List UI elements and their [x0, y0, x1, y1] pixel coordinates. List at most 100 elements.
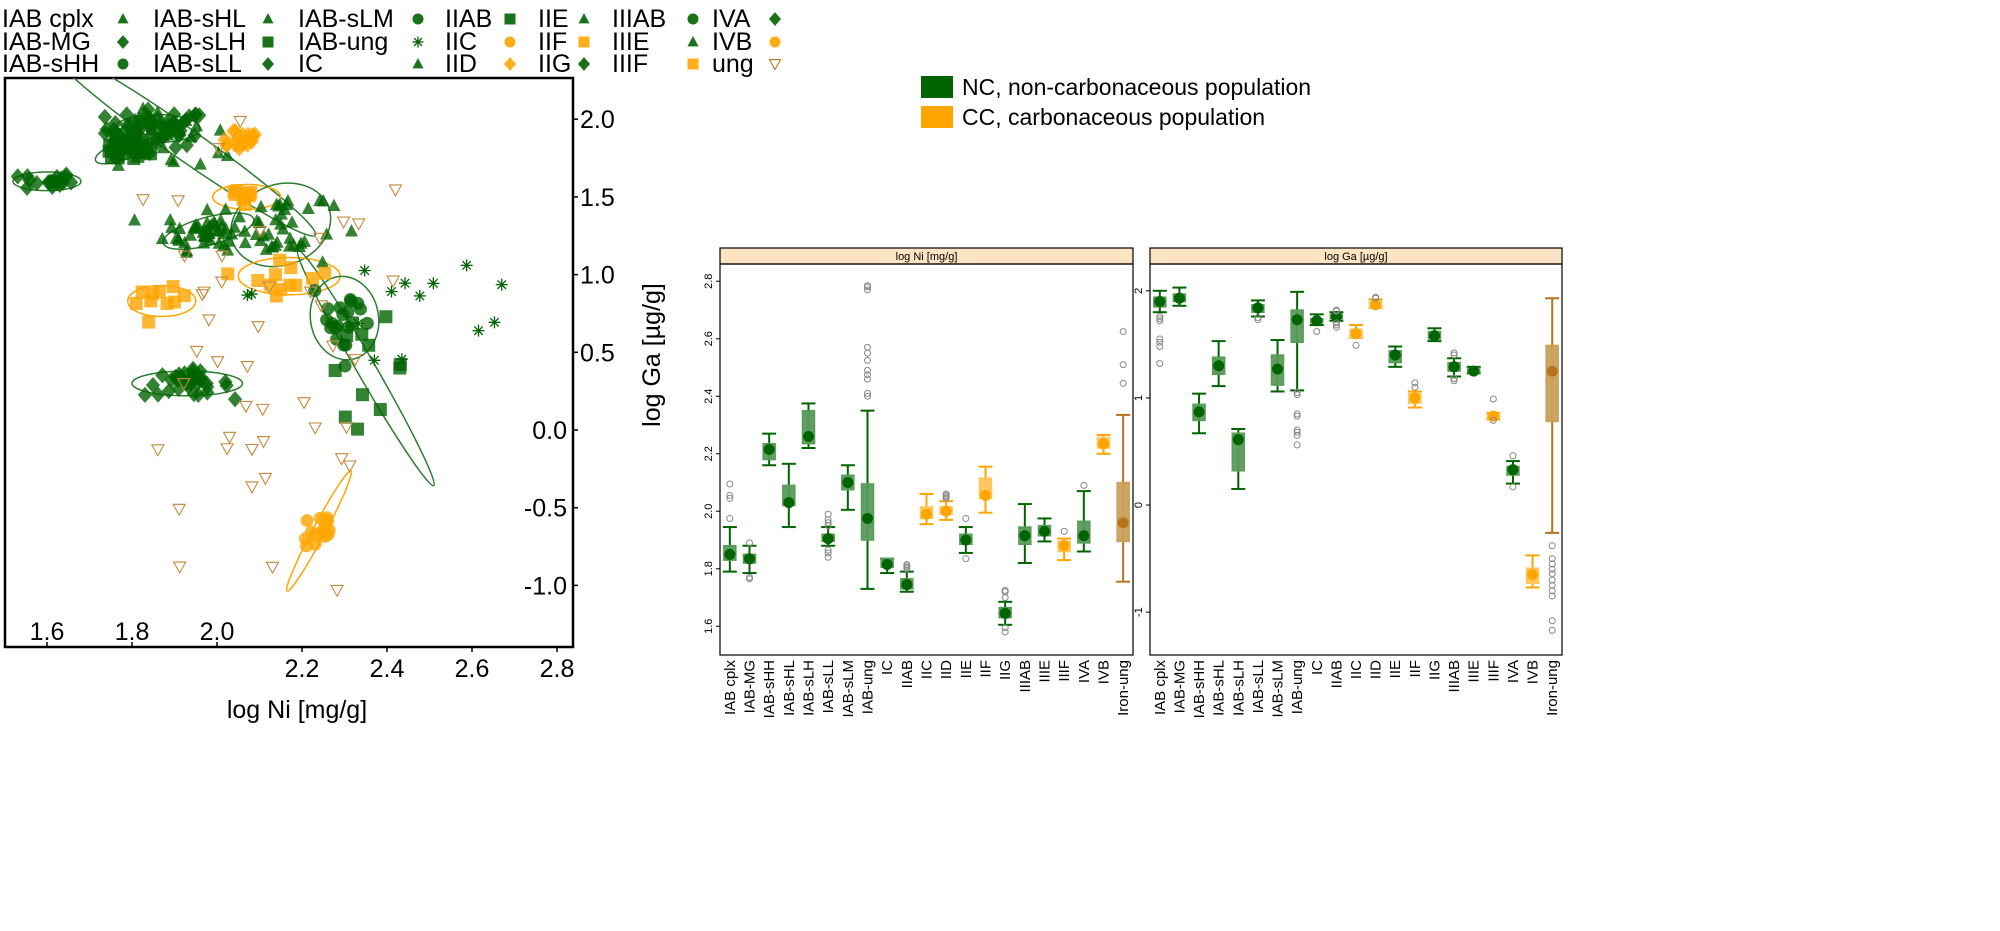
scatter-point	[191, 386, 206, 403]
box-ivb: IVB	[1525, 554, 1542, 684]
scatter-point	[413, 289, 426, 302]
scatter-point	[197, 236, 211, 249]
scatter-point	[265, 561, 280, 575]
legend-symbol-square-icon	[262, 36, 274, 48]
median-dot	[1232, 434, 1244, 446]
legend-symbol-square-icon	[578, 36, 590, 48]
outlier-point	[864, 282, 871, 290]
median-dot	[744, 553, 755, 565]
legend-symbol-open-triangle-down-icon	[768, 59, 782, 71]
median-dot	[1098, 438, 1109, 450]
scatter-point	[328, 363, 342, 377]
legend-item-ivb: IVB	[712, 28, 781, 56]
legend-label: IAB-sHL	[153, 5, 246, 33]
median-dot	[1448, 361, 1460, 373]
box-iiiab: IIIAB	[1017, 503, 1034, 693]
box-iab-cplx: IAB cplx	[1152, 289, 1169, 715]
median-dot	[862, 512, 873, 524]
scatter-point	[308, 422, 323, 435]
median-dot	[1389, 349, 1401, 361]
scatter-point	[238, 224, 252, 237]
scatter-point	[10, 168, 25, 185]
scatter-point	[306, 271, 320, 285]
scatter-point	[352, 317, 365, 330]
scatter-x-label: log Ni [mg/g]	[227, 696, 367, 724]
outlier-point	[1060, 527, 1068, 535]
median-dot	[1272, 363, 1284, 375]
scatter-group-ung	[136, 115, 403, 598]
box-iab-cplx: IAB cplx	[722, 480, 739, 715]
scatter-point	[273, 253, 287, 267]
outlier-point	[1548, 617, 1556, 625]
outlier-point	[1450, 377, 1458, 385]
population-legend-label: NC, non-carbonaceous population	[962, 74, 1311, 100]
scatter-group-ivb	[299, 511, 336, 553]
box-ic: IC	[879, 557, 896, 675]
outlier-point	[962, 555, 970, 563]
scatter-point	[215, 250, 229, 263]
scatter-point	[256, 436, 271, 449]
scatter-point	[351, 218, 366, 231]
scatter-point	[132, 111, 147, 129]
box-iif: IIF	[1407, 379, 1424, 678]
scatter-group-iif	[227, 184, 258, 212]
scatter-point	[220, 443, 235, 456]
scatter-point	[222, 234, 236, 247]
box-iic: IIC	[1348, 324, 1365, 679]
outlier-point	[1489, 416, 1497, 424]
scatter-point	[303, 286, 318, 299]
legend-symbol-circle-icon	[687, 13, 699, 25]
x-tick-label: 1.6	[30, 618, 65, 646]
legend-symbol-diamond-icon	[577, 57, 591, 71]
scatter-point	[171, 380, 186, 397]
scatter-point	[313, 193, 327, 207]
y-tick-label: 2.8	[703, 274, 715, 289]
scatter-point	[221, 267, 235, 281]
outlier-point	[942, 490, 950, 498]
y-tick-label: 1.0	[580, 262, 615, 290]
scatter-point	[155, 231, 169, 245]
legend-symbol-circle-icon	[504, 36, 516, 48]
legend-item-iiie: IIIE	[612, 28, 699, 56]
scatter-plot: 2.0 1.5 1.0 0.5 0.0 -0.5 -1.0 1.6 1.8 2.0 2.2 2.4 2.…	[3, 76, 666, 724]
panel-frame	[1149, 263, 1563, 656]
median-dot	[1330, 310, 1342, 322]
legend-symbol-circle-icon	[412, 13, 424, 25]
outlier-point	[1293, 431, 1301, 439]
category-label: IAB-ung	[860, 660, 877, 714]
legend-item-iva: IVA	[712, 5, 782, 33]
scatter-point	[142, 315, 156, 329]
scatter-point	[345, 224, 359, 237]
outlier-point	[1119, 328, 1127, 336]
scatter-point	[29, 175, 44, 192]
category-label: IIC	[1348, 660, 1365, 679]
scatter-point	[254, 199, 268, 213]
box-iid: IID	[1368, 293, 1385, 679]
box-iab-shl: IAB-sHL	[781, 462, 798, 716]
scatter-point	[339, 421, 354, 435]
scatter-point	[137, 386, 153, 404]
scatter-point	[251, 273, 265, 287]
scatter-point	[200, 202, 214, 216]
scatter-point	[227, 391, 243, 408]
scatter-point	[355, 327, 369, 341]
scatter-point	[172, 503, 187, 517]
legend-symbol-diamond-icon	[261, 57, 275, 71]
scatter-point	[173, 221, 187, 234]
legend-item-iiab: IIAB	[445, 5, 516, 33]
median-dot	[1487, 410, 1499, 422]
scatter-point	[202, 314, 216, 327]
scatter-point	[251, 321, 266, 334]
category-label: IIE	[958, 660, 975, 678]
scatter-point	[274, 282, 288, 296]
outlier-point	[1156, 342, 1164, 350]
scatter-point	[353, 302, 367, 316]
legend-symbol-triangle-icon	[262, 12, 274, 24]
scatter-point	[161, 382, 176, 400]
legend-item-iiiab: IIIAB	[612, 5, 699, 33]
legend-item-ic: IC	[298, 50, 424, 78]
legend-label: IAB cplx	[2, 5, 94, 33]
scatter-group-ivb-sq	[129, 280, 191, 329]
scatter-point	[189, 345, 204, 359]
